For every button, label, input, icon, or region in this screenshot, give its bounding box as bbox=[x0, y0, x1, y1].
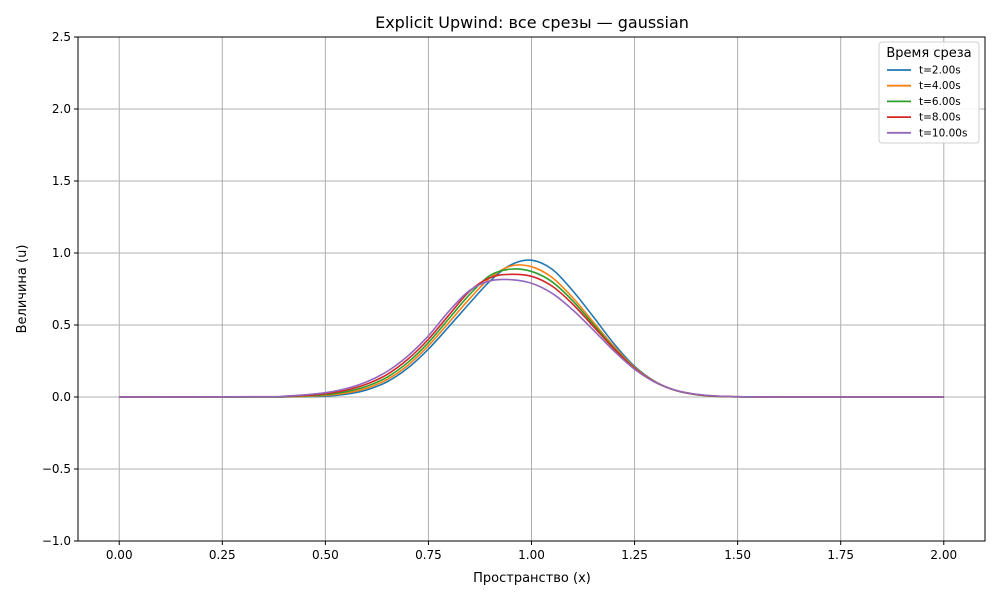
legend-title: Время среза bbox=[886, 46, 971, 61]
y-tick-label: 1.0 bbox=[52, 246, 71, 260]
x-tick-label: 1.25 bbox=[621, 548, 648, 562]
y-tick-label: 2.5 bbox=[52, 30, 71, 44]
y-axis-label: Величина (u) bbox=[15, 245, 30, 334]
y-tick-label: 0.5 bbox=[52, 318, 71, 332]
series-line-5 bbox=[119, 278, 944, 398]
y-tick-label: 0.0 bbox=[52, 390, 71, 404]
x-tick-label: 2.00 bbox=[930, 548, 957, 562]
legend: Время среза t=2.00s t=4.00s t=6.00s t=8.00s t… bbox=[878, 41, 980, 144]
chart-title: Explicit Upwind: все срезы — gaussian bbox=[375, 13, 689, 32]
legend-label: t=8.00s bbox=[919, 112, 961, 124]
y-tick-label: −0.5 bbox=[42, 462, 71, 476]
x-tick-label: 1.50 bbox=[724, 548, 751, 562]
x-tick-label: 1.75 bbox=[827, 548, 854, 562]
legend-label: t=6.00s bbox=[919, 96, 961, 108]
legend-label: t=2.00s bbox=[919, 65, 961, 77]
series-lines bbox=[119, 259, 944, 398]
x-tick-label: 0.00 bbox=[106, 548, 133, 562]
x-axis-label: Пространство (x) bbox=[473, 571, 591, 586]
x-tick-label: 0.75 bbox=[415, 548, 442, 562]
y-tick-label: −1.0 bbox=[42, 534, 71, 548]
x-tick-label: 0.50 bbox=[312, 548, 339, 562]
legend-label: t=4.00s bbox=[919, 80, 961, 92]
y-tick-label: 1.5 bbox=[52, 174, 71, 188]
y-tick-label: 2.0 bbox=[52, 102, 71, 116]
legend-label: t=10.00s bbox=[919, 127, 967, 139]
x-tick-label: 0.25 bbox=[209, 548, 236, 562]
x-tick-label: 1.00 bbox=[518, 548, 545, 562]
ticks: 0.00 0.25 0.50 0.75 1.00 1.25 1.50 1.75 2.00 −1.0… bbox=[42, 30, 957, 562]
